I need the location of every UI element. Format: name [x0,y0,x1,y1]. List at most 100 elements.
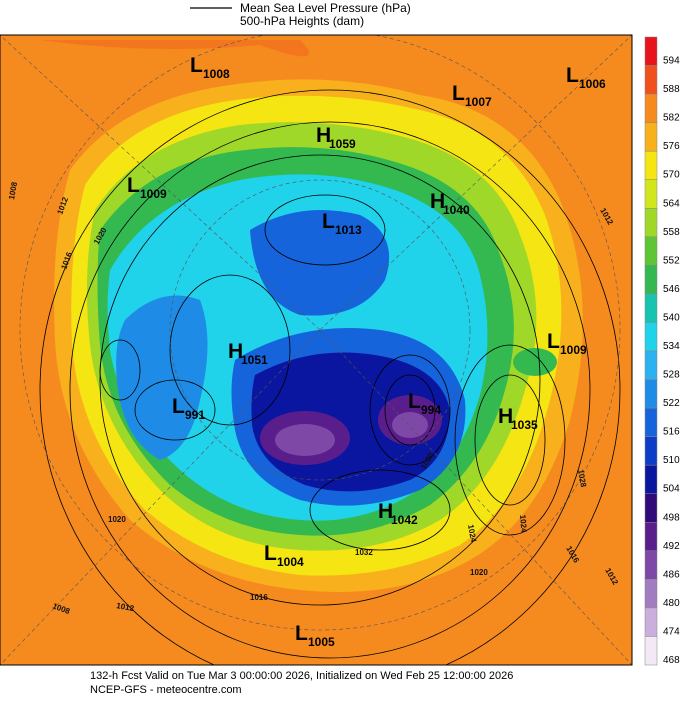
colorbar-box [644,493,658,523]
contour-label: 1008 [7,181,19,201]
contour-label: 1012 [116,601,136,613]
colorbar-box [644,607,658,637]
colorbar-box [644,522,658,552]
center-letter: H [228,340,243,363]
colorbar-box [644,322,658,352]
legend-item: 500-hPa Heights (dam) [240,14,364,28]
field-486 [275,424,335,456]
center-letter: L [452,82,465,105]
colorbar-label: 576 [663,141,680,152]
center-value: 1040 [443,203,470,217]
colorbar-label: 492 [663,541,680,552]
colorbar-label: 558 [663,227,680,238]
colorbar-box [644,293,658,323]
center-letter: L [566,64,579,87]
colorbar-label: 594 [663,56,680,67]
colorbar-box [644,464,658,494]
center-letter: L [408,390,421,413]
field-486 [392,412,428,438]
contour-label: 1028 [576,469,588,489]
colorbar-box [644,579,658,609]
center-value: 1059 [329,137,356,151]
colorbar-box [644,93,658,123]
colorbar-label: 504 [663,484,680,495]
colorbar-box [644,407,658,437]
center-value: 1008 [203,67,230,81]
center-value: 994 [421,403,441,417]
center-letter: L [127,174,140,197]
center-value: 991 [185,408,205,422]
center-letter: L [295,622,308,645]
colorbar-label: 516 [663,427,680,438]
isobars [39,89,621,665]
colorbar-box [644,208,658,238]
colorbar-label: 582 [663,113,680,124]
center-letter: L [322,210,335,233]
colorbar-label: 564 [663,198,680,209]
colorbar-label: 570 [663,170,680,181]
graticule [0,35,632,665]
center-letter: L [172,395,185,418]
colorbar-box [644,236,658,266]
colorbar-label: 468 [663,655,680,666]
field-522 [116,295,208,460]
colorbar-label: 546 [663,284,680,295]
field-588 [40,40,309,57]
colorbar-label: 540 [663,312,680,323]
legend: Mean Sea Level Pressure (hPa) 500-hPa He… [190,1,411,28]
colorbar-box [644,436,658,466]
map-frame [0,34,633,666]
center-letter: L [264,542,277,565]
contour-label: 1016 [250,593,268,602]
colorbar-label: 552 [663,255,680,266]
contour-label: 1020 [470,568,488,577]
center-value: 1007 [465,95,492,109]
colorbar-label: 480 [663,598,680,609]
contour-label: 1024 [518,514,529,533]
center-value: 1009 [560,343,587,357]
center-value: 1051 [241,353,268,367]
footer-text: 132-h Fcst Valid on Tue Mar 3 00:00:00 2… [90,670,513,682]
colorbar-label: 528 [663,370,680,381]
colorbar-label: 474 [663,626,680,637]
colorbar-box [644,36,658,66]
center-letter: L [190,54,203,77]
colorbar-label: 498 [663,512,680,523]
field-546 [513,348,557,376]
colorbar-box [644,350,658,380]
center-letter: H [498,405,513,428]
center-value: 1035 [511,418,538,432]
contour-label: 1024 [466,524,478,544]
center-value: 1009 [140,187,167,201]
center-value: 1004 [277,555,304,569]
footer-text: NCEP-GFS - meteocentre.com [90,684,242,696]
legend-item: Mean Sea Level Pressure (hPa) [240,1,411,15]
center-value: 1013 [335,223,362,237]
contour-label: 1020 [108,515,126,524]
colorbar-box [644,122,658,152]
center-letter: H [430,190,445,213]
center-letter: H [316,124,331,147]
contour-label: 1032 [355,548,373,557]
colorbar-label: 534 [663,341,680,352]
colorbar-box [644,636,658,666]
colorbar-box [644,150,658,180]
center-letter: L [547,330,560,353]
colorbar-box [644,550,658,580]
colorbar-box [644,179,658,209]
colorbar-label: 522 [663,398,680,409]
center-letter: H [378,500,393,523]
colorbar: 594 588 582 576 570 564 558 552 546 540 534 528 522 5… [644,36,680,666]
field-516 [250,210,390,316]
colorbar-label: 510 [663,455,680,466]
center-value: 1005 [308,635,335,649]
colorbar-box [644,65,658,95]
colorbar-box [644,265,658,295]
map: 1008101210161020101210281024101610121020… [0,35,632,665]
colorbar-box [644,379,658,409]
colorbar-label: 588 [663,84,680,95]
colorbar-label: 486 [663,569,680,580]
center-value: 1042 [391,513,418,527]
